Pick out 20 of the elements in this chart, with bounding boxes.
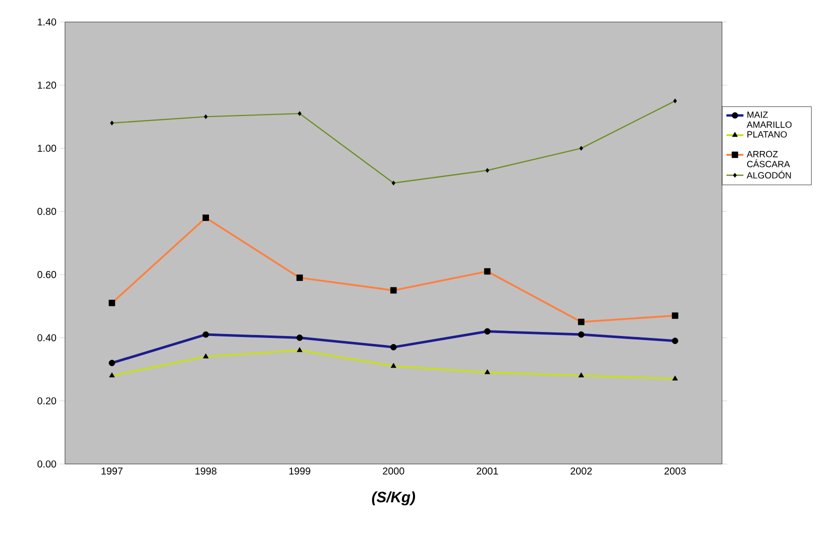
x-axis-title: (S/Kg) — [372, 491, 416, 506]
y-tick-label: 1.40 — [38, 18, 56, 26]
y-tick-label: 0.80 — [38, 208, 56, 215]
x-tick-label: 1998 — [195, 468, 216, 475]
y-tick-label: 0.20 — [38, 397, 56, 404]
legend-label: MAIZ AMARILLO — [746, 112, 792, 128]
y-tick-label: 0.00 — [38, 460, 56, 468]
x-tick-label: 2002 — [570, 468, 592, 475]
y-tick-label: 0.40 — [38, 334, 56, 342]
x-tick-label: 1999 — [289, 468, 310, 475]
y-tick-label: 0.60 — [38, 271, 56, 278]
x-tick-label: 2003 — [664, 468, 686, 475]
x-tick-label: 2001 — [476, 468, 498, 475]
x-tick-label: 1997 — [102, 468, 123, 475]
y-tick-label: 1.20 — [38, 82, 56, 89]
x-tick-label: 2000 — [382, 468, 404, 475]
y-tick-label: 1.00 — [38, 144, 56, 152]
legend-label: ARROZ CÁSCARA — [746, 150, 790, 168]
legend-label: ALGODÓN — [746, 170, 791, 179]
legend-label: PLATANO — [747, 131, 787, 138]
